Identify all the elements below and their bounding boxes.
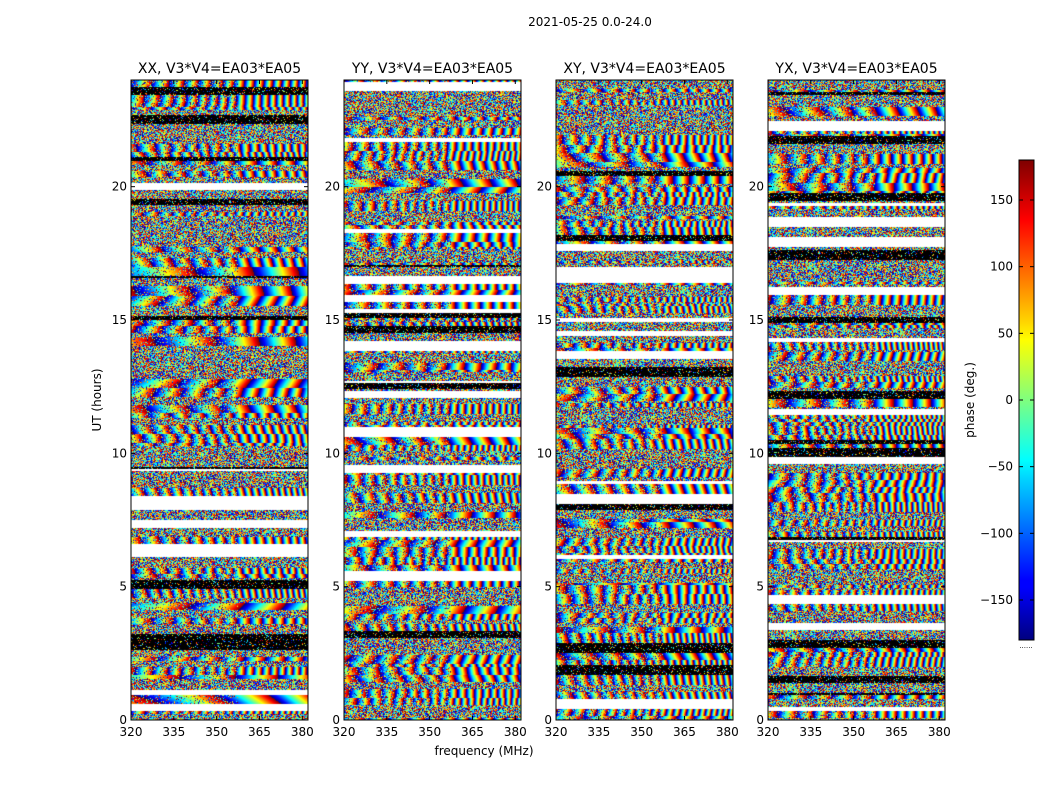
x-tick-label: 365 bbox=[673, 725, 696, 739]
x-tick-label: 365 bbox=[461, 725, 484, 739]
plot-frame bbox=[130, 79, 309, 721]
y-tick-label: 10 bbox=[325, 446, 340, 460]
panel-1: XX, V3*V4=EA03*EA05 320 335 350 365 380 0 5 10 15… bbox=[112, 61, 314, 739]
colorbar-tick-label: 150 bbox=[990, 193, 1013, 207]
colorbar-tick-label: 50 bbox=[998, 326, 1013, 340]
colorbar-footer: ...... bbox=[1019, 642, 1032, 650]
panel-title: XY, V3*V4=EA03*EA05 bbox=[563, 61, 725, 77]
x-tick-label: 320 bbox=[333, 725, 356, 739]
figure-suptitle: 2021-05-25 0.0-24.0 bbox=[528, 15, 652, 29]
y-tick-label: 20 bbox=[112, 180, 127, 194]
x-tick-label: 350 bbox=[842, 725, 865, 739]
phase-heatmap bbox=[556, 80, 733, 720]
x-tick-label: 335 bbox=[375, 725, 398, 739]
y-tick-label: 20 bbox=[325, 180, 340, 194]
y-tick-label: 0 bbox=[756, 713, 764, 727]
panel-4: YX, V3*V4=EA03*EA05 320 335 350 365 380 0 5 10 15… bbox=[749, 61, 951, 739]
y-tick-label: 15 bbox=[112, 313, 127, 327]
plot-frame bbox=[343, 79, 522, 721]
y-tick-label: 15 bbox=[749, 313, 764, 327]
y-tick-label: 20 bbox=[537, 180, 552, 194]
y-tick-label: 20 bbox=[749, 180, 764, 194]
plot-frame bbox=[555, 79, 734, 721]
x-tick-label: 350 bbox=[630, 725, 653, 739]
panel-title: XX, V3*V4=EA03*EA05 bbox=[138, 61, 301, 77]
y-tick-label: 0 bbox=[544, 713, 552, 727]
x-tick-label: 365 bbox=[885, 725, 908, 739]
x-tick-label: 320 bbox=[120, 725, 143, 739]
y-tick-label: 10 bbox=[112, 446, 127, 460]
colorbar-tick-label: 100 bbox=[990, 260, 1013, 274]
x-tick-label: 335 bbox=[587, 725, 610, 739]
x-tick-label: 350 bbox=[205, 725, 228, 739]
x-tick-label: 335 bbox=[162, 725, 185, 739]
x-tick-label: 350 bbox=[418, 725, 441, 739]
phase-heatmap bbox=[131, 80, 308, 720]
x-axis-label: frequency (MHz) bbox=[434, 744, 533, 758]
x-tick-label: 380 bbox=[291, 725, 314, 739]
y-tick-label: 10 bbox=[537, 446, 552, 460]
phase-heatmap bbox=[344, 80, 521, 720]
y-tick-label: 15 bbox=[537, 313, 552, 327]
colorbar: −150 −100 −50 0 50 100 150 phase (deg.) ...... bbox=[963, 159, 1035, 650]
x-tick-label: 380 bbox=[928, 725, 951, 739]
y-tick-label: 5 bbox=[756, 580, 764, 594]
y-tick-label: 5 bbox=[544, 580, 552, 594]
panel-2: YY, V3*V4=EA03*EA05 320 335 350 365 380 0 5 10 15… bbox=[325, 61, 527, 739]
plot-frame bbox=[767, 79, 946, 721]
x-tick-label: 320 bbox=[545, 725, 568, 739]
colorbar-tick-label: 0 bbox=[1005, 393, 1013, 407]
x-tick-label: 365 bbox=[248, 725, 271, 739]
x-tick-label: 380 bbox=[716, 725, 739, 739]
x-tick-label: 335 bbox=[799, 725, 822, 739]
x-tick-label: 320 bbox=[757, 725, 780, 739]
panel-3: XY, V3*V4=EA03*EA05 320 335 350 365 380 0 5 10 15… bbox=[537, 61, 739, 739]
panel-title: YY, V3*V4=EA03*EA05 bbox=[351, 61, 513, 77]
panel-title: YX, V3*V4=EA03*EA05 bbox=[774, 61, 937, 77]
phase-heatmap bbox=[768, 80, 945, 720]
y-tick-label: 5 bbox=[332, 580, 340, 594]
y-tick-label: 5 bbox=[119, 580, 127, 594]
x-tick-label: 380 bbox=[504, 725, 527, 739]
y-tick-label: 15 bbox=[325, 313, 340, 327]
colorbar-label: phase (deg.) bbox=[963, 362, 977, 438]
y-tick-label: 0 bbox=[119, 713, 127, 727]
colorbar-tick-label: −50 bbox=[988, 460, 1013, 474]
colorbar-tick-label: −100 bbox=[980, 526, 1013, 540]
y-tick-label: 10 bbox=[749, 446, 764, 460]
y-tick-label: 0 bbox=[332, 713, 340, 727]
y-axis-label: UT (hours) bbox=[90, 368, 104, 431]
colorbar-tick-label: −150 bbox=[980, 593, 1013, 607]
